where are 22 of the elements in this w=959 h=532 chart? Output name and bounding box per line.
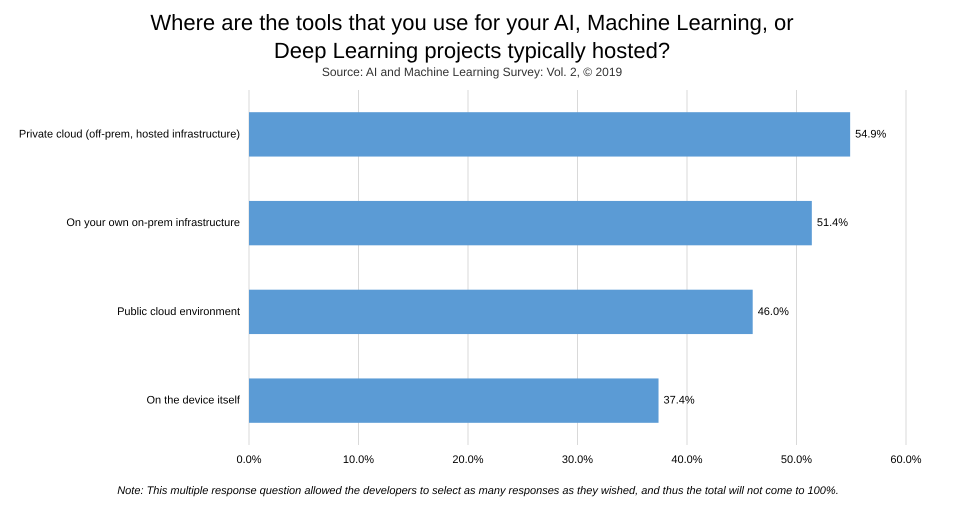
data-label: 37.4% (664, 394, 695, 407)
y-tick-label: On your own on-prem infrastructure (66, 217, 240, 230)
text: Note: This multiple response question allowed the developers to select as many responses as they wished, and thus the total will not come to 100%. (117, 485, 839, 497)
chart-subtitle: Source: AI and Machine Learning Survey: Vol. 2, © 2019 (322, 65, 622, 79)
bar (249, 112, 850, 157)
x-tick-label: 60.0% (890, 454, 922, 466)
x-tick-label: 30.0% (562, 454, 594, 466)
x-tick-label: 0.0% (236, 454, 262, 466)
data-label: 46.0% (758, 306, 790, 318)
bar (249, 378, 659, 423)
y-tick-label: Public cloud environment (117, 306, 240, 318)
y-tick-label: Private cloud (off-prem, hosted infrastructure) (18, 128, 240, 140)
bar (249, 200, 812, 246)
x-tick-label: 40.0% (671, 454, 703, 466)
x-tick-label: 10.0% (342, 454, 374, 466)
x-tick-label: 50.0% (780, 454, 812, 466)
data-label: 54.9% (855, 128, 887, 140)
chart-title: Where are the tools that you use for your AI, Machine Learning, or Deep Learning projects typically hosted? (150, 10, 794, 63)
bar (249, 290, 753, 334)
data-label: 51.4% (816, 217, 848, 230)
y-tick-label: On the device itself (146, 394, 241, 407)
x-tick-label: 20.0% (452, 454, 484, 466)
